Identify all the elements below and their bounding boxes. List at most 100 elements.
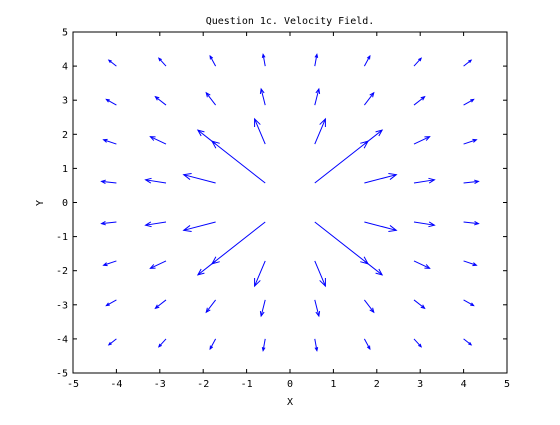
velocity-arrow: [314, 299, 321, 318]
arrow-shaft: [314, 338, 318, 351]
arrow-head: [319, 278, 326, 288]
arrow-head: [196, 268, 205, 276]
velocity-arrow: [314, 260, 326, 288]
arrow-shaft: [254, 260, 266, 287]
x-tick-label: 1: [330, 379, 336, 390]
arrow-shaft: [183, 221, 216, 231]
arrow-shaft: [413, 179, 435, 184]
velocity-arrow: [105, 299, 117, 307]
arrow-head: [259, 87, 265, 95]
arrow-shaft: [211, 140, 266, 184]
velocity-arrow: [413, 136, 431, 145]
x-tick-label: -5: [67, 379, 79, 390]
ticks-layer: -5 -4 -3 -2 -1 0 1 2 3 4 5 -5 -4 -3 -2 -1 0 1 2 3 4 5: [56, 28, 510, 391]
arrows-layer: [100, 53, 480, 352]
velocity-arrow: [182, 173, 216, 184]
velocity-arrow: [363, 299, 375, 314]
arrow-shaft: [314, 118, 326, 145]
arrow-shaft: [463, 98, 474, 106]
arrow-head: [211, 140, 220, 149]
velocity-arrow: [314, 338, 319, 352]
arrow-shaft: [413, 260, 430, 269]
arrow-head: [261, 53, 266, 58]
arrow-head: [144, 221, 152, 228]
arrow-shaft: [145, 179, 167, 184]
velocity-arrow: [413, 338, 423, 348]
arrow-head: [366, 345, 371, 351]
arrow-head: [388, 173, 398, 180]
arrow-shaft: [205, 92, 217, 106]
arrow-head: [424, 264, 431, 269]
y-tick-label: 5: [62, 28, 68, 39]
y-axis-label: Y: [35, 200, 46, 206]
arrow-shaft: [364, 221, 397, 231]
arrow-shaft: [413, 299, 425, 309]
arrow-shaft: [363, 55, 371, 67]
arrow-head: [182, 225, 192, 232]
arrow-shaft: [413, 221, 435, 226]
arrow-head: [205, 307, 211, 314]
arrow-head: [468, 341, 473, 346]
velocity-arrow: [413, 221, 436, 228]
velocity-arrow: [363, 54, 371, 67]
arrow-shaft: [314, 221, 369, 265]
velocity-arrow: [100, 179, 117, 184]
arrow-head: [314, 347, 319, 352]
velocity-arrow: [413, 95, 426, 106]
x-tick-label: -4: [110, 379, 122, 390]
arrow-shaft: [463, 139, 477, 145]
velocity-arrow: [463, 98, 475, 106]
velocity-arrow: [363, 91, 375, 106]
arrow-shaft: [463, 299, 474, 307]
arrow-head: [209, 54, 214, 60]
arrow-head: [472, 262, 478, 267]
velocity-arrow: [413, 260, 431, 269]
x-tick-label: -1: [241, 379, 253, 390]
velocity-arrow: [413, 177, 436, 184]
velocity-arrow: [363, 338, 371, 351]
velocity-arrow: [154, 95, 167, 106]
arrow-shaft: [158, 57, 167, 67]
arrow-shaft: [413, 136, 430, 145]
velocity-arrow: [413, 299, 426, 310]
x-axis-label: X: [287, 397, 293, 408]
y-tick-label: 2: [62, 130, 68, 141]
velocity-arrow: [209, 338, 217, 351]
velocity-arrow: [364, 260, 384, 276]
arrow-shaft: [103, 260, 117, 266]
arrow-head: [369, 307, 375, 314]
arrow-shaft: [364, 174, 397, 184]
arrow-head: [470, 98, 475, 103]
velocity-arrow: [463, 221, 480, 226]
arrow-shaft: [106, 299, 117, 307]
arrow-shaft: [314, 260, 326, 287]
arrow-head: [468, 59, 473, 64]
arrow-head: [388, 225, 398, 232]
arrow-head: [428, 177, 436, 184]
arrow-head: [157, 57, 162, 62]
arrow-shaft: [158, 338, 167, 348]
arrow-head: [319, 117, 326, 127]
arrow-shaft: [101, 221, 117, 225]
velocity-arrow: [144, 221, 167, 228]
arrow-shaft: [314, 54, 318, 67]
velocity-arrow: [157, 57, 167, 67]
arrow-shaft: [413, 96, 425, 106]
velocity-arrow: [463, 59, 473, 67]
arrow-head: [470, 302, 475, 307]
arrow-head: [154, 304, 160, 310]
velocity-arrow: [364, 221, 398, 232]
arrow-shaft: [364, 129, 383, 145]
arrow-shaft: [314, 299, 320, 317]
arrow-head: [261, 347, 266, 352]
arrow-head: [369, 91, 375, 98]
arrow-shaft: [101, 180, 117, 184]
arrow-shaft: [463, 59, 472, 67]
velocity-arrow: [154, 299, 167, 310]
arrow-shaft: [150, 260, 167, 269]
arrow-head: [315, 310, 321, 318]
arrow-shaft: [155, 96, 167, 106]
arrow-shaft: [145, 221, 167, 226]
